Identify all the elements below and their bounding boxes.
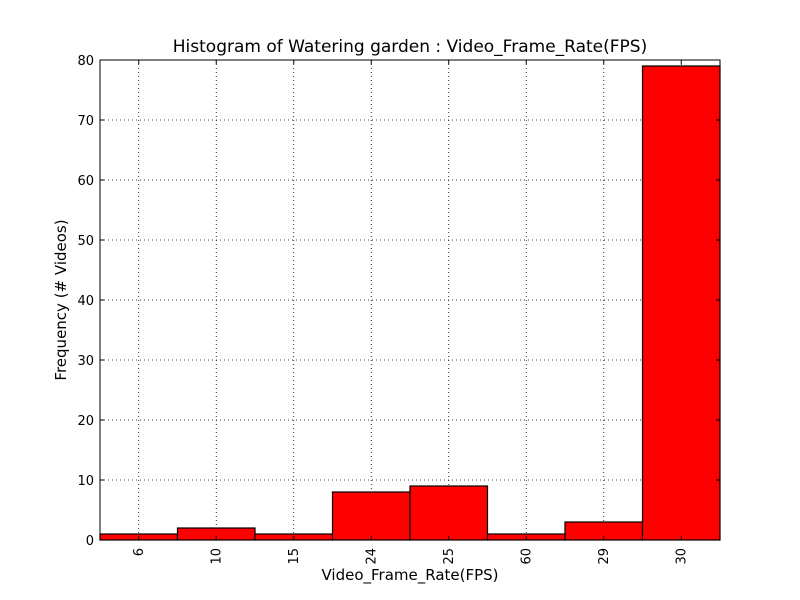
y-tick-label: 80	[77, 54, 94, 69]
x-tick-label: 60	[519, 548, 534, 565]
bar-25	[409, 485, 489, 541]
x-tick-label: 6	[132, 548, 147, 556]
grid-lines	[100, 60, 720, 540]
x-axis-title: Video_Frame_Rate(FPS)	[321, 566, 498, 585]
y-tick-label: 20	[77, 414, 94, 429]
y-tick-label: 0	[86, 534, 94, 549]
x-tick-label: 30	[674, 548, 689, 565]
y-tick-label: 60	[77, 174, 94, 189]
y-tick-label: 50	[77, 234, 94, 249]
x-tick-label: 10	[209, 548, 224, 565]
x-tick-label: 24	[364, 548, 379, 565]
y-axis-title: Frequency (# Videos)	[52, 219, 70, 380]
chart-title: Histogram of Watering garden : Video_Fra…	[173, 37, 647, 57]
x-tick-label: 15	[287, 548, 302, 565]
x-axis-ticks: 6 10 15 24 25 60 29 30	[132, 60, 689, 565]
bar-24	[331, 491, 411, 541]
bar-30	[641, 65, 721, 541]
x-tick-label: 29	[597, 548, 612, 565]
y-axis-ticks: 0 10 20 30 40 50 60 70 80	[77, 54, 720, 549]
y-tick-label: 10	[77, 474, 94, 489]
x-tick-label: 25	[442, 548, 457, 565]
y-tick-label: 30	[77, 354, 94, 369]
bars-group	[99, 65, 721, 541]
y-tick-label: 40	[77, 294, 94, 309]
y-tick-label: 70	[77, 114, 94, 129]
